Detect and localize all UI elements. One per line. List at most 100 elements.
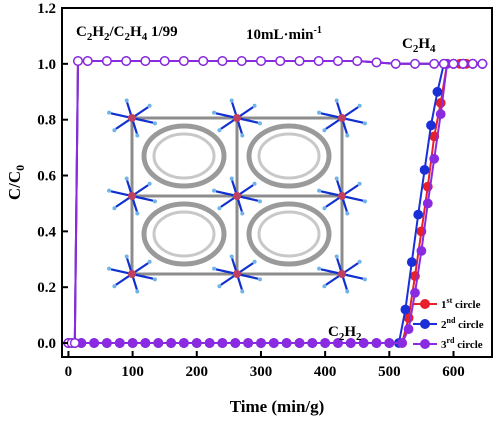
y-axis-ticks: 0.0 0.2 0.4 0.6 0.8 1.0 1.2	[37, 1, 68, 352]
fluorine-atom	[152, 277, 157, 282]
lattice-cage-inner	[152, 132, 216, 180]
data-point-c2h2-3	[204, 338, 215, 348]
x-tick-label: 0	[65, 364, 73, 380]
data-point-c2h2-3	[410, 287, 420, 298]
y-tick-label: 0.8	[37, 113, 56, 129]
chem-subscript: 2	[104, 31, 110, 43]
data-point-c2h2-2	[419, 164, 430, 175]
crystal-structure-inset	[107, 98, 367, 294]
data-point-c2h2-3	[153, 338, 164, 348]
fluorine-atom	[112, 284, 117, 289]
fluorine-atom	[212, 110, 217, 115]
plot-frame	[61, 7, 493, 358]
x-tick-label: 100	[121, 364, 144, 380]
chem-subscript: 4	[430, 43, 436, 55]
fluorine-atom	[252, 181, 257, 186]
fluorine-atom	[135, 211, 140, 216]
lattice-cage	[141, 123, 227, 189]
data-point-c2h2-3	[371, 338, 382, 348]
data-point-c2h4-3	[313, 56, 324, 66]
data-point-c2h2-3	[114, 338, 125, 348]
data-point-c2h2-3	[294, 338, 305, 348]
fluorine-atom	[229, 254, 234, 259]
c2h2-label: C2H2	[328, 324, 362, 343]
data-point-c2h4-3	[275, 56, 286, 66]
series-layer	[63, 56, 488, 348]
fluorine-atom	[147, 181, 152, 186]
legend-label: 1st circle	[441, 296, 481, 311]
x-tick-label: 300	[250, 364, 273, 380]
data-point-c2h4-3	[256, 56, 266, 66]
data-point-c2h4-3	[458, 58, 468, 69]
data-point-c2h4-3	[82, 56, 93, 66]
chem-text: H	[344, 324, 356, 340]
fluorine-atom	[240, 289, 245, 294]
data-point-c2h2-3	[320, 338, 330, 348]
data-point-c2h2-2	[426, 120, 436, 131]
legend-num: 2	[441, 319, 447, 331]
chem-subscript: 2	[87, 31, 93, 43]
data-point-c2h4-3	[102, 56, 112, 66]
data-point-c2h2-2	[406, 257, 417, 267]
data-point-c2h4-3	[477, 58, 488, 69]
data-point-c2h4-3	[294, 56, 305, 66]
fluorine-atom	[212, 188, 217, 193]
fluorine-atom	[229, 176, 234, 181]
chem-subscript: 2	[356, 331, 362, 343]
fluorine-atom	[257, 121, 262, 126]
lattice-cage	[246, 123, 332, 189]
data-point-c2h2-3	[127, 338, 138, 348]
chem-text: 1/99	[147, 24, 177, 40]
legend-marker	[420, 339, 430, 349]
data-point-c2h2-3	[429, 153, 440, 164]
fluorine-atom	[240, 133, 245, 138]
fluorine-atom	[334, 254, 339, 259]
fluorine-atom	[345, 289, 350, 294]
data-point-c2h2-3	[307, 338, 318, 348]
chem-text: /C	[109, 24, 125, 40]
fluorine-atom	[362, 121, 367, 126]
data-point-c2h2-3	[230, 338, 241, 348]
fluorine-atom	[229, 98, 234, 103]
metal-node	[233, 114, 241, 122]
data-point-c2h2-2	[400, 304, 411, 315]
data-point-c2h2-3	[191, 338, 202, 348]
data-point-c2h2-3	[178, 338, 189, 348]
data-point-c2h4-3	[140, 56, 151, 66]
lattice-cage-inner	[257, 210, 321, 258]
data-point-c2h4-3	[121, 56, 132, 66]
fluorine-atom	[107, 266, 112, 271]
data-point-c2h4-3	[438, 58, 449, 69]
fluorine-atom	[135, 289, 140, 294]
fluorine-atom	[257, 199, 262, 204]
chem-text: H	[130, 24, 142, 40]
data-point-c2h2-1	[435, 98, 446, 108]
flow-rate-sup: -1	[314, 25, 322, 36]
fluorine-atom	[152, 199, 157, 204]
data-point-c2h4-3	[198, 56, 209, 66]
fluorine-atom	[357, 259, 362, 264]
chem-text: C	[328, 324, 339, 340]
data-point-c2h2-3	[102, 338, 112, 348]
x-tick-label: 400	[314, 364, 337, 380]
fluorine-atom	[147, 103, 152, 108]
fluorine-atom	[252, 103, 257, 108]
y-axis-title: C/C0	[5, 165, 27, 200]
mixture-annotation: C2H2/C2H4 1/99	[76, 24, 178, 43]
fluorine-atom	[357, 103, 362, 108]
fluorine-atom	[317, 188, 322, 193]
y-axis-title-main: C/C	[5, 171, 24, 200]
chem-text: H	[418, 36, 430, 52]
y-axis-title-sub: 0	[13, 165, 27, 171]
y-tick-label: 1.0	[37, 57, 56, 73]
fluorine-atom	[152, 121, 157, 126]
data-point-c2h2-3	[89, 338, 100, 348]
fluorine-atom	[217, 128, 222, 133]
fluorine-atom	[217, 206, 222, 211]
fluorine-atom	[322, 284, 327, 289]
fluorine-atom	[124, 98, 129, 103]
data-point-c2h4-3	[217, 56, 228, 66]
lattice-cage	[141, 201, 227, 267]
fluorine-atom	[147, 259, 152, 264]
